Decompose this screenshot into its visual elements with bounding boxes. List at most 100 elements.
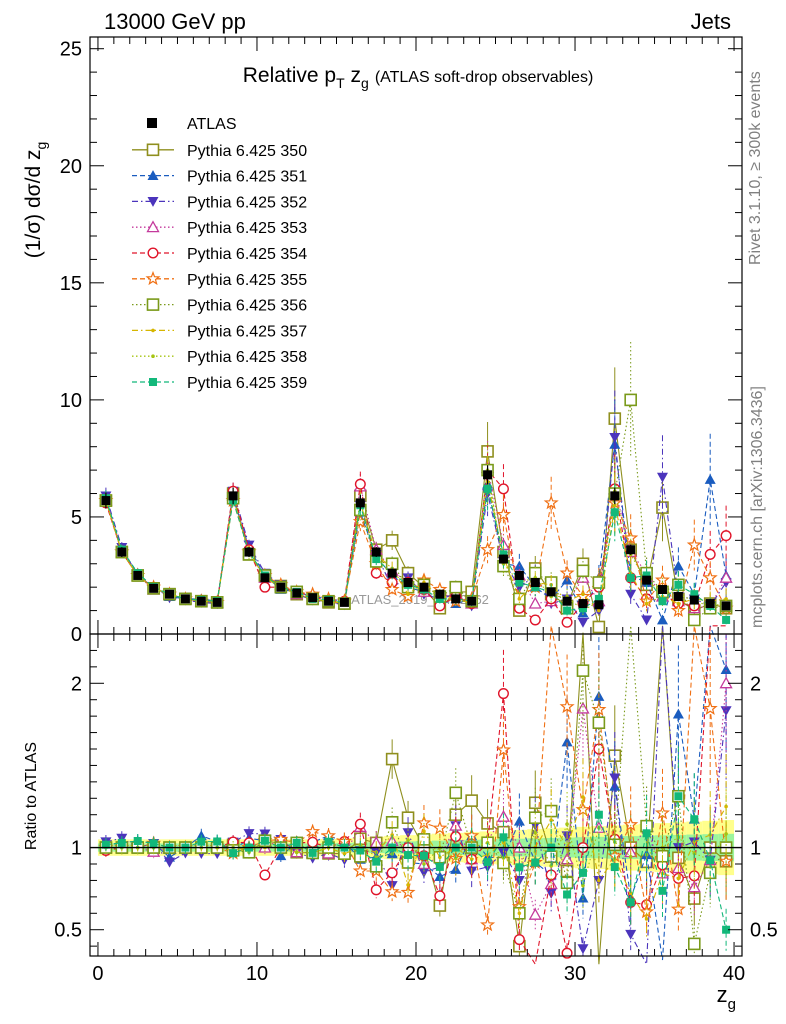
ratio-y-tick-label: 2 [71,673,82,695]
series-point [686,537,702,552]
legend-marker [151,354,155,359]
reference-point [594,600,604,610]
ratio-point [528,907,542,920]
series-point [483,484,492,493]
ratio-point [724,804,728,809]
series-point [704,548,716,560]
ratio-point [497,688,509,700]
ratio-point [352,863,368,878]
ratio-point [609,773,621,784]
ratio-plot-panel: 0.5 0.51 12 20 10 20 30 40 [54,625,778,985]
series-point [592,620,606,634]
ratio-point [469,857,474,862]
series-point [597,608,601,613]
ratio-series-355 [98,625,734,937]
reference-point [451,594,461,604]
reference-point [117,547,127,557]
reference-point [371,547,381,557]
title-sub-t: T [336,75,345,91]
legend-label: Pythia 6.425 356 [187,298,307,315]
series-point [495,506,512,522]
series-point [499,550,508,559]
ratio-point [724,832,728,836]
ratio-point [213,837,222,846]
xlabel-main: z [717,982,728,1007]
x-tick-label: 0 [92,963,103,985]
series-line [105,488,727,621]
ratio-point [499,833,508,842]
reference-atlas [101,465,731,611]
main-y-tick-label: 20 [60,156,82,178]
series-point [497,483,509,495]
reference-point [133,570,143,580]
ratio-series-350 [99,625,733,965]
series-point [543,495,559,510]
series-point [609,438,621,449]
ratio-point [625,929,637,940]
series-point [658,597,667,606]
ratio-point [676,876,681,881]
reference-point [498,554,508,564]
reference-point [324,596,334,606]
reference-point [101,496,111,506]
series-point [576,564,590,578]
ratio-point [354,818,366,830]
title-main: Relative p [243,64,336,87]
reference-point [355,498,365,508]
ratio-point [449,786,463,800]
title-z: z [345,64,361,87]
legend-label: Pythia 6.425 359 [187,375,307,392]
reference-point [228,491,238,501]
x-tick-label: 40 [723,963,745,985]
reference-point [483,470,493,480]
ratio-y-tick-label-right: 0.5 [750,920,778,942]
reference-point [530,577,540,587]
reference-point [626,545,636,555]
main-y-tick-label: 10 [60,390,82,412]
ratio-point [275,850,287,861]
ratio-point [386,867,398,879]
ratio-axes: 0.5 0.51 12 20 10 20 30 40 [54,634,778,985]
ratio-point [406,838,410,842]
series-point [480,541,496,557]
ratio-point [453,856,458,861]
series-point [702,569,718,585]
ratio-point [594,810,603,819]
series-point [559,565,575,580]
legend-marker [146,298,160,311]
series-line [105,437,727,624]
series-point [674,580,683,589]
category-label: Jets [691,9,731,34]
series-point [517,597,522,601]
series-point [259,581,271,593]
ratio-point [581,795,585,799]
ratio-series-layer [98,625,734,967]
main-y-tick-label: 5 [71,507,82,529]
series-point [563,606,572,615]
series-point [656,614,668,625]
reference-point [339,597,349,607]
ratio-point [592,716,606,730]
ratio-point [164,857,176,868]
series-line [105,444,727,622]
reference-point [435,589,445,599]
main-series-351 [100,399,732,625]
x-axis-label: zg [717,982,736,1013]
reference-point [721,601,731,611]
reference-point [180,594,190,604]
ratio-point [515,863,524,872]
ratio-point [292,838,301,847]
ratio-point [370,884,382,896]
ratio-point [197,837,206,846]
main-y-tick-label: 25 [60,39,82,61]
ratio-series-line [105,794,727,930]
ratio-point [356,846,365,855]
legend-label: Pythia 6.425 358 [187,349,307,366]
ratio-point [623,816,639,832]
series-point [722,615,731,624]
ratio-series-line [105,625,727,961]
legend-marker [151,328,155,333]
reference-point [467,596,477,606]
